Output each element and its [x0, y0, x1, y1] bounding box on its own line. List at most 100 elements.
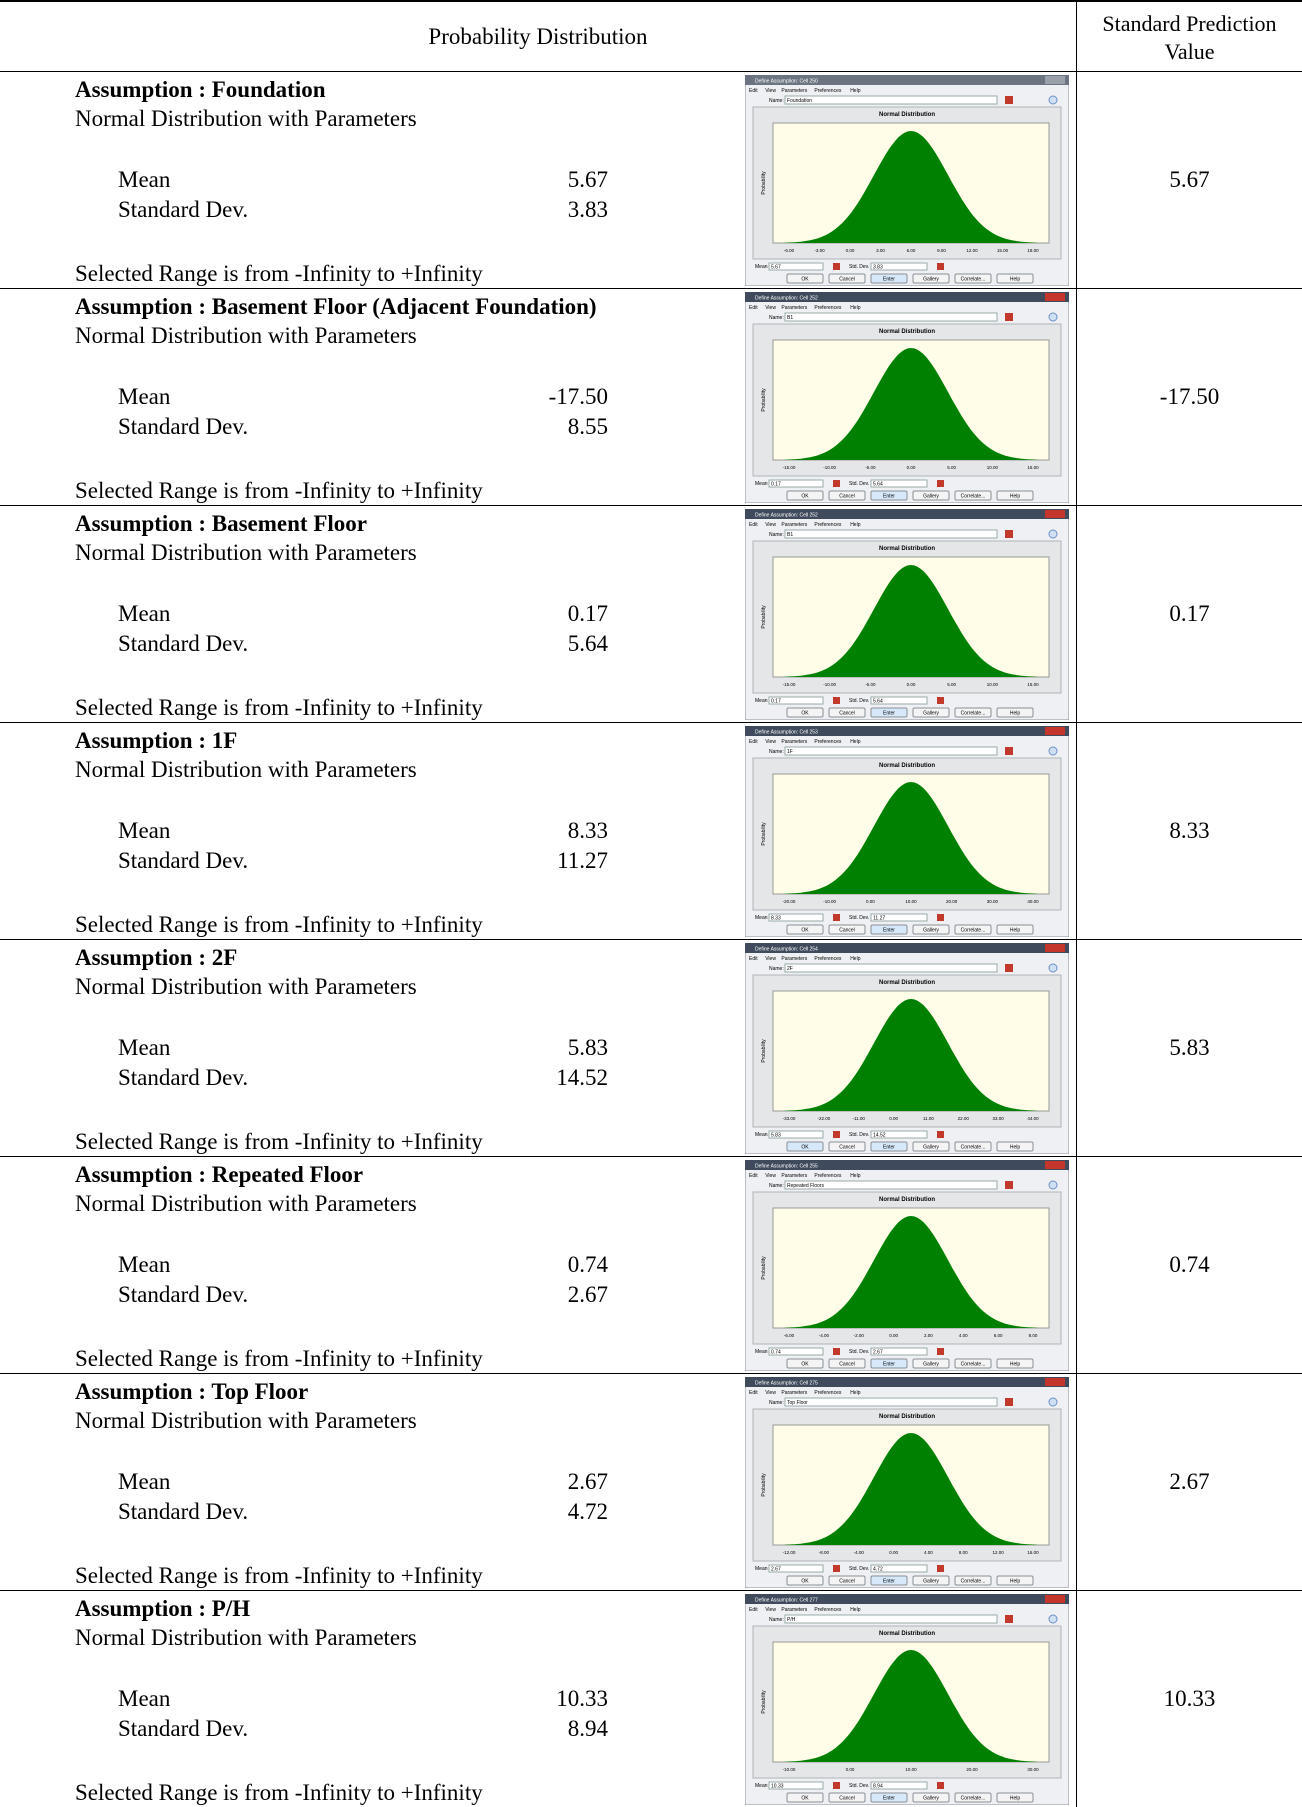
std-label: Standard Dev.: [118, 1282, 248, 1308]
mean-value: 2.67: [450, 1469, 608, 1495]
chart-title: Normal Distribution: [879, 112, 935, 118]
dialog-button-label: Help: [1010, 494, 1021, 500]
menu-item: Help: [850, 305, 861, 311]
expand-icon: [1049, 964, 1057, 972]
x-tick-label: 8.00: [1029, 1333, 1038, 1338]
menu-item: Parameters: [781, 956, 807, 962]
page: Probability Distribution Standard Predic…: [0, 0, 1302, 1807]
x-tick-label: 5.00: [947, 465, 956, 470]
range-text: Selected Range is from -Infinity to +Inf…: [75, 1346, 483, 1372]
name-field: [785, 313, 997, 321]
x-tick-label: 20.00: [966, 1767, 978, 1772]
prediction-value: 2.67: [1077, 1469, 1302, 1495]
dialog-button-label: OK: [801, 277, 809, 283]
x-tick-label: -22.00: [817, 1116, 830, 1121]
std-field-label: Std. Dev.: [849, 915, 869, 921]
dialog-button-label: Enter: [883, 1796, 895, 1802]
name-value: 1F: [787, 749, 793, 755]
mean-field-value: 10.33: [771, 1784, 784, 1790]
std-field-label: Std. Dev.: [849, 1566, 869, 1572]
mean-label: Mean: [118, 1035, 170, 1061]
dialog-button-label: Enter: [883, 277, 895, 283]
name-icon: [1005, 1181, 1013, 1189]
menu-item: Edit: [749, 522, 758, 528]
mean-field-label: Mean: [755, 1132, 768, 1138]
mean-label: Mean: [118, 167, 170, 193]
x-tick-label: -6.00: [784, 248, 795, 253]
close-button: [1045, 293, 1065, 301]
menu-item: Parameters: [781, 305, 807, 311]
name-icon: [1005, 96, 1013, 104]
dialog-button-label: Enter: [883, 928, 895, 934]
name-label: Name:: [769, 966, 784, 972]
name-value: B1: [787, 532, 793, 538]
mean-icon: [833, 480, 840, 487]
y-axis-label: Probability: [761, 1473, 767, 1497]
x-tick-label: -10.00: [823, 682, 836, 687]
std-label: Standard Dev.: [118, 1065, 248, 1091]
x-tick-label: -5.00: [865, 465, 876, 470]
assumption-title: Assumption : Repeated Floor: [75, 1162, 363, 1188]
mean-icon: [833, 914, 840, 921]
mean-field-label: Mean: [755, 481, 768, 487]
close-button: [1045, 510, 1065, 518]
std-icon: [937, 697, 944, 704]
dialog-button-label: Correlate...: [961, 711, 986, 717]
std-value: 8.55: [450, 414, 608, 440]
dialog-button-label: Cancel: [839, 1362, 855, 1368]
mean-field-value: 0.17: [771, 699, 781, 705]
assumption-title: Assumption : 1F: [75, 728, 237, 754]
window-title: Define Assumption: Cell 254: [755, 947, 818, 953]
mean-label: Mean: [118, 1469, 170, 1495]
y-axis-label: Probability: [761, 171, 767, 195]
name-field: [785, 964, 997, 972]
std-value: 8.94: [450, 1716, 608, 1742]
expand-icon: [1049, 313, 1057, 321]
prediction-value: 5.67: [1077, 167, 1302, 193]
mean-value: 0.74: [450, 1252, 608, 1278]
x-tick-label: -20.00: [783, 899, 796, 904]
mean-field-label: Mean: [755, 698, 768, 704]
dialog-button-label: Cancel: [839, 1796, 855, 1802]
x-tick-label: 0.00: [889, 1550, 898, 1555]
row-border: [0, 939, 1302, 940]
mean-icon: [833, 1131, 840, 1138]
mean-field-value: 2.67: [771, 1567, 781, 1573]
std-icon: [937, 914, 944, 921]
name-field: [785, 1615, 997, 1623]
mean-value: -17.50: [450, 384, 608, 410]
distribution-subtitle: Normal Distribution with Parameters: [75, 540, 417, 566]
std-label: Standard Dev.: [118, 197, 248, 223]
mean-field-label: Mean: [755, 264, 768, 270]
name-icon: [1005, 530, 1013, 538]
std-field-value: 8.94: [873, 1784, 883, 1790]
dialog-screenshot: Define Assumption: Cell 254EditViewParam…: [745, 943, 1069, 1154]
chart-title: Normal Distribution: [879, 1631, 935, 1637]
x-tick-label: 15.00: [997, 248, 1009, 253]
mean-icon: [833, 697, 840, 704]
mean-value: 10.33: [450, 1686, 608, 1712]
prediction-value: 0.17: [1077, 601, 1302, 627]
menu-item: View: [765, 522, 776, 528]
menu-item: Preferences: [814, 739, 841, 745]
close-button: [1045, 1595, 1065, 1603]
x-tick-label: 9.00: [937, 248, 946, 253]
chart-title: Normal Distribution: [879, 329, 935, 335]
close-button: [1045, 1378, 1065, 1386]
std-field-value: 5.64: [873, 482, 883, 488]
dialog-button-label: Enter: [883, 1579, 895, 1585]
range-text: Selected Range is from -Infinity to +Inf…: [75, 1129, 483, 1155]
x-tick-label: 30.00: [987, 899, 999, 904]
x-tick-label: 0.00: [907, 465, 916, 470]
mean-label: Mean: [118, 1252, 170, 1278]
x-tick-label: -12.00: [783, 1550, 796, 1555]
chart-title: Normal Distribution: [879, 1414, 935, 1420]
x-tick-label: 15.00: [1027, 682, 1039, 687]
dialog-button-label: Cancel: [839, 277, 855, 283]
dialog-button-label: Cancel: [839, 1579, 855, 1585]
prediction-value: 8.33: [1077, 818, 1302, 844]
menu-item: Preferences: [814, 522, 841, 528]
row-border: [0, 1156, 1302, 1157]
y-axis-label: Probability: [761, 1039, 767, 1063]
close-button: [1045, 1161, 1065, 1169]
